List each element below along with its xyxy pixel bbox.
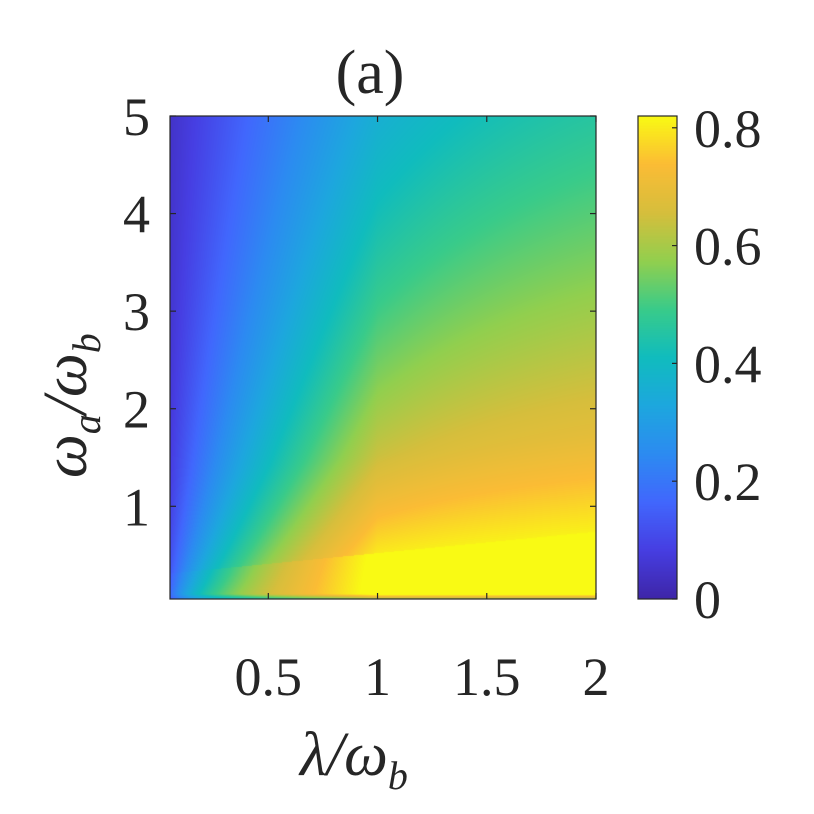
colorbar-tick-label: 0.6 [694, 217, 762, 277]
plot-frame [169, 115, 597, 600]
x-axis-ticks: 0.5 1 1.5 2 [235, 116, 610, 707]
colorbar-canvas [638, 116, 677, 599]
y-tick-label: 2 [123, 380, 150, 440]
y-axis-label-sub-b: b [64, 333, 109, 353]
chart-title: (a) [336, 39, 405, 107]
colorbar-tick-label: 0.4 [694, 334, 762, 394]
y-axis-label-slash: /ω [32, 353, 100, 417]
y-axis-ticks: 1 2 3 4 5 [123, 87, 596, 537]
x-axis-label-sub: b [388, 753, 408, 798]
x-axis-label: λ/ωb [298, 721, 408, 798]
x-tick-label: 0.5 [235, 647, 303, 707]
y-axis-label: ωa/ωb [32, 333, 109, 478]
colorbar-frame [637, 115, 678, 600]
y-tick-label: 4 [123, 185, 150, 245]
x-tick-label: 1 [364, 647, 391, 707]
heatmap-canvas [170, 116, 596, 599]
colorbar [638, 116, 677, 599]
x-tick-label: 2 [583, 647, 610, 707]
colorbar-tick-label: 0 [694, 570, 721, 630]
y-axis-label-main: ω [32, 434, 100, 478]
y-tick-label: 1 [123, 477, 150, 537]
colorbar-tick-label: 0.8 [694, 99, 762, 159]
y-tick-label: 3 [123, 282, 150, 342]
x-tick-label: 1.5 [453, 647, 521, 707]
y-tick-label: 5 [123, 87, 150, 147]
colorbar-tick-label: 0.2 [694, 452, 762, 512]
colorbar-ticks: 0 0.2 0.4 0.6 0.8 [672, 99, 762, 630]
heatmap-plot-area [170, 116, 596, 599]
y-axis-label-sub-a: a [64, 414, 109, 434]
x-axis-label-main: λ/ω [298, 721, 388, 789]
